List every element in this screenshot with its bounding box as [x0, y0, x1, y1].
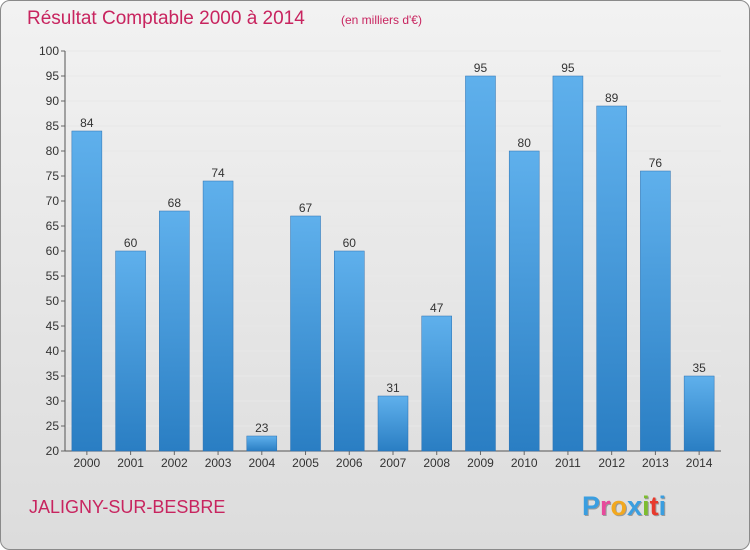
bar	[596, 105, 627, 452]
bar	[552, 75, 584, 452]
bar	[465, 75, 496, 452]
x-tick-label: 2014	[686, 456, 713, 470]
logo-letter: i	[642, 491, 650, 521]
bar	[377, 395, 409, 452]
y-tick-label: 100	[39, 44, 59, 58]
data-label: 35	[692, 361, 706, 375]
y-tick-label: 75	[46, 169, 60, 183]
logo-letter: i	[658, 491, 667, 521]
bar	[202, 180, 234, 452]
data-label: 47	[430, 301, 444, 315]
data-label: 60	[124, 236, 138, 250]
x-tick-label: 2013	[642, 456, 669, 470]
x-tick-label: 2006	[336, 456, 363, 470]
data-label: 84	[80, 116, 94, 130]
data-label: 23	[255, 421, 269, 435]
commune-name: JALIGNY-SUR-BESBRE	[29, 497, 226, 517]
y-tick-label: 50	[46, 294, 60, 308]
x-tick-label: 2000	[74, 456, 101, 470]
y-tick-label: 20	[46, 444, 60, 458]
logo-letter: o	[610, 491, 628, 521]
y-tick-label: 60	[46, 244, 60, 258]
x-tick-label: 2012	[598, 456, 625, 470]
data-label: 89	[605, 91, 619, 105]
chart-title: Résultat Comptable 2000 à 2014	[27, 8, 305, 29]
y-tick-label: 35	[46, 369, 60, 383]
x-tick-label: 2011	[555, 456, 581, 470]
y-tick-label: 25	[46, 419, 60, 433]
bar	[508, 150, 540, 452]
x-tick-label: 2003	[205, 456, 232, 470]
y-tick-label: 30	[46, 394, 60, 408]
data-label: 60	[343, 236, 357, 250]
bar	[421, 315, 452, 452]
y-tick-label: 90	[46, 94, 60, 108]
bar	[290, 215, 321, 452]
x-tick-label: 2007	[380, 456, 407, 470]
x-tick-label: 2005	[292, 456, 319, 470]
data-label: 74	[211, 166, 225, 180]
logo-letter: r	[600, 491, 611, 521]
bar	[159, 210, 190, 452]
data-label: 31	[386, 381, 400, 395]
y-tick-label: 70	[46, 194, 60, 208]
bar	[640, 170, 671, 452]
x-tick-label: 2009	[467, 456, 494, 470]
bar	[71, 130, 103, 452]
bar	[334, 250, 365, 452]
data-label: 76	[649, 156, 663, 170]
x-tick-label: 2002	[161, 456, 188, 470]
data-label: 68	[168, 196, 182, 210]
data-label: 80	[518, 136, 532, 150]
data-label: 67	[299, 201, 313, 215]
data-label: 95	[474, 61, 488, 75]
x-tick-label: 2004	[248, 456, 275, 470]
bar	[246, 435, 278, 452]
y-tick-label: 55	[46, 269, 60, 283]
y-tick-label: 65	[46, 219, 60, 233]
x-tick-label: 2008	[423, 456, 450, 470]
bar	[115, 250, 146, 452]
chart-subtitle: (en milliers d'€)	[341, 13, 422, 27]
x-tick-label: 2010	[511, 456, 538, 470]
logo-letter: x	[627, 491, 643, 521]
logo-letter: t	[649, 491, 659, 521]
y-tick-label: 45	[46, 319, 60, 333]
y-tick-label: 85	[46, 119, 60, 133]
y-tick-label: 40	[46, 344, 60, 358]
bar	[683, 375, 715, 452]
y-tick-label: 95	[46, 69, 60, 83]
y-tick-label: 80	[46, 144, 60, 158]
x-tick-label: 2001	[117, 456, 144, 470]
proxiti-logo[interactable]: Proxiti	[582, 491, 666, 522]
logo-letter: P	[582, 491, 601, 521]
data-label: 95	[561, 61, 575, 75]
